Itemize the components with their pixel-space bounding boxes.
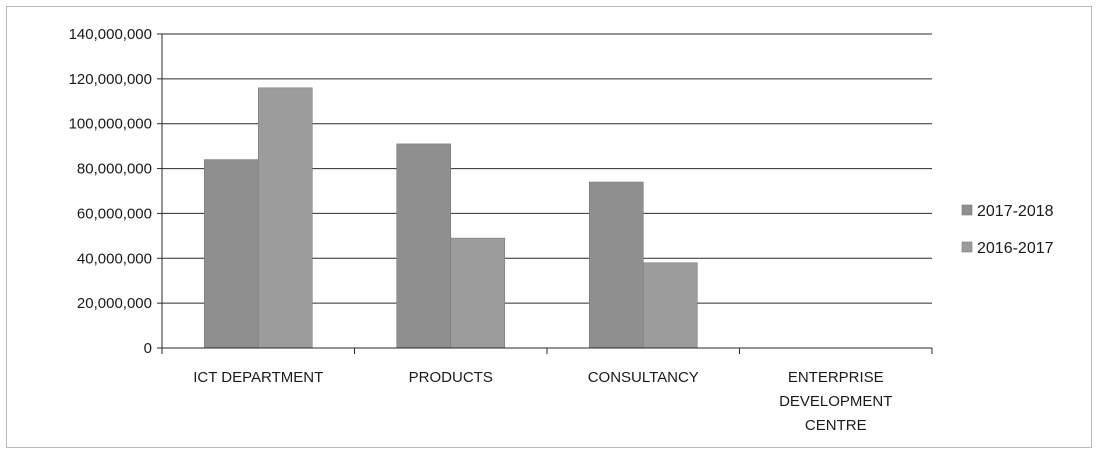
bar: [396, 143, 452, 349]
x-category-label: PRODUCTS: [409, 369, 493, 386]
bar: [642, 262, 698, 349]
bar: [257, 87, 313, 349]
legend-swatch: [961, 204, 973, 216]
x-category-label: DEVELOPMENT: [779, 393, 892, 410]
bar-chart: 0 20,000,000 40,000,000 60,000,000 80,000,00…: [69, 26, 1054, 434]
y-tick-label: 0: [144, 340, 152, 357]
y-tick-label: 60,000,000: [77, 205, 152, 222]
y-tick-label: 20,000,000: [77, 295, 152, 312]
bar: [203, 159, 259, 349]
x-category-label: CENTRE: [805, 417, 867, 434]
bar: [588, 181, 644, 349]
x-category-labels: ICT DEPARTMENT PRODUCTS CONSULTANCY ENTERPR…: [193, 369, 892, 434]
y-tick-label: 40,000,000: [77, 250, 152, 267]
y-tick-label: 120,000,000: [69, 71, 152, 88]
x-category-label: CONSULTANCY: [588, 369, 699, 386]
y-tick-label: 100,000,000: [69, 116, 152, 133]
y-tick-label: 80,000,000: [77, 161, 152, 178]
legend-label: 2016-2017: [977, 240, 1054, 257]
bar: [450, 237, 506, 349]
bars: [203, 87, 698, 349]
legend-swatch: [961, 241, 973, 253]
y-tick-labels: 0 20,000,000 40,000,000 60,000,000 80,000,00…: [69, 26, 152, 357]
x-category-label: ENTERPRISE: [788, 369, 884, 386]
y-tick-label: 140,000,000: [69, 26, 152, 43]
chart-area: 0 20,000,000 40,000,000 60,000,000 80,000,00…: [6, 6, 1092, 448]
x-category-label: ICT DEPARTMENT: [193, 369, 323, 386]
legend-label: 2017-2018: [977, 203, 1054, 220]
legend: 2017-2018 2016-2017: [961, 203, 1054, 257]
axes: [157, 33, 933, 354]
